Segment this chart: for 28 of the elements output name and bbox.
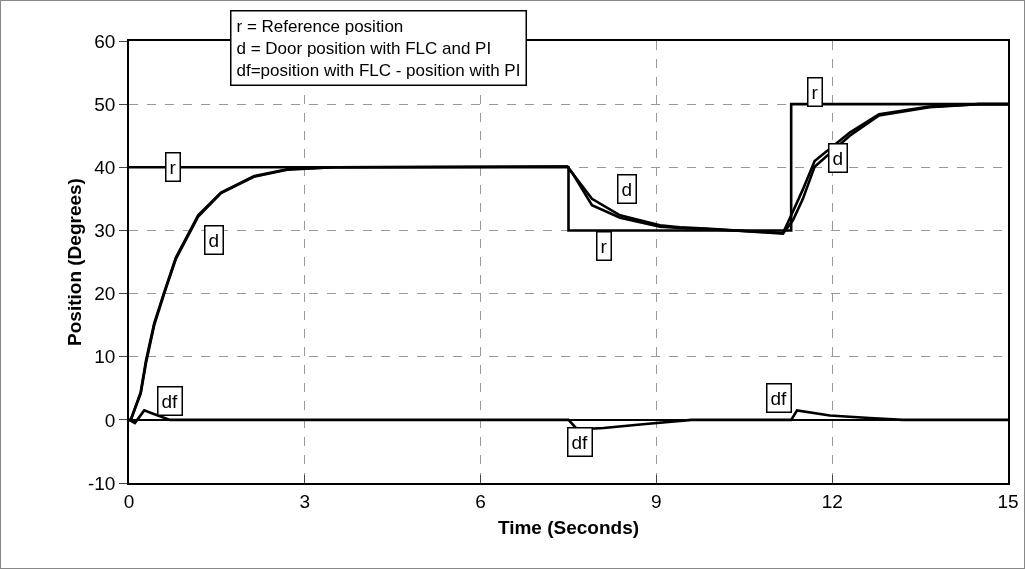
annotation: d <box>208 229 220 251</box>
x-tick-label: 3 <box>299 490 311 512</box>
annotation: d = Door position with FLC and PI <box>236 38 492 58</box>
y-tick-label: 30 <box>94 220 116 242</box>
y-tick-label: 40 <box>94 156 116 178</box>
y-tick-label: 60 <box>94 30 116 52</box>
x-tick-label: 0 <box>123 490 135 512</box>
y-tick-label: 10 <box>94 346 116 368</box>
y-tick-label: 0 <box>104 409 116 431</box>
x-tick-label: 6 <box>475 490 486 512</box>
annotation: df <box>571 431 589 453</box>
annotation: df <box>770 387 788 409</box>
annotation: d <box>621 178 633 200</box>
annotation: df <box>161 390 179 412</box>
annotation: r <box>811 81 819 103</box>
x-axis-title: Time (Seconds) <box>497 516 640 538</box>
annotation: r <box>169 156 177 178</box>
x-tick-label: 12 <box>821 490 843 512</box>
annotation: r <box>600 235 608 257</box>
text: r = Reference position <box>236 16 404 36</box>
annotation: df=position with FLC - position with PI <box>236 60 521 80</box>
y-tick-label: -10 <box>87 472 116 494</box>
y-tick-label: 20 <box>94 283 116 305</box>
y-tick-label: 50 <box>94 93 116 115</box>
y-axis-title: Position (Degrees) <box>63 178 85 346</box>
annotation: d <box>832 147 844 169</box>
x-tick-label: 15 <box>997 490 1019 512</box>
x-tick-label: 9 <box>651 490 662 512</box>
